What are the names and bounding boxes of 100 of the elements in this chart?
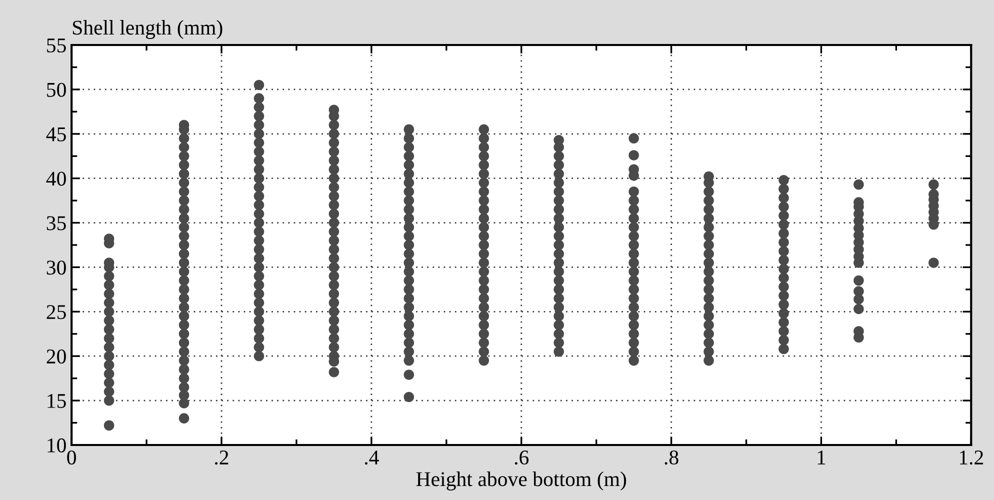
point bbox=[404, 284, 414, 295]
y-tick-label: 25 bbox=[46, 305, 66, 320]
point bbox=[404, 370, 414, 380]
x-tick-label: 1 bbox=[818, 450, 826, 464]
point bbox=[104, 420, 114, 431]
point bbox=[254, 280, 264, 290]
point bbox=[178, 320, 190, 330]
point bbox=[404, 302, 414, 312]
y-tick-label: 55 bbox=[47, 38, 66, 52]
point bbox=[704, 213, 714, 224]
point bbox=[404, 213, 414, 224]
point bbox=[404, 124, 414, 135]
point bbox=[404, 222, 414, 232]
point bbox=[704, 222, 714, 232]
point bbox=[478, 150, 490, 162]
point bbox=[554, 186, 564, 197]
x-tick-label: .8 bbox=[664, 450, 678, 465]
point bbox=[254, 253, 264, 264]
point bbox=[628, 284, 639, 295]
point bbox=[628, 133, 639, 144]
point bbox=[328, 280, 340, 290]
point bbox=[254, 200, 264, 210]
point bbox=[704, 195, 714, 206]
point bbox=[254, 262, 264, 272]
point bbox=[628, 213, 639, 224]
point bbox=[704, 302, 714, 312]
point bbox=[478, 266, 490, 277]
point bbox=[628, 355, 639, 366]
point bbox=[704, 240, 714, 250]
point bbox=[628, 293, 639, 304]
point bbox=[628, 195, 639, 206]
point bbox=[254, 155, 264, 166]
point bbox=[178, 346, 190, 357]
point bbox=[104, 378, 114, 388]
point bbox=[178, 275, 190, 286]
point bbox=[778, 174, 789, 186]
point bbox=[404, 275, 414, 286]
point bbox=[704, 248, 714, 260]
point bbox=[554, 222, 564, 232]
point bbox=[328, 342, 340, 352]
point bbox=[254, 244, 264, 255]
y-tick-label: 10 bbox=[48, 438, 66, 452]
point bbox=[178, 355, 190, 366]
point bbox=[178, 186, 190, 197]
point bbox=[328, 366, 340, 378]
point bbox=[178, 373, 190, 384]
point bbox=[178, 364, 190, 375]
point bbox=[778, 219, 789, 230]
point bbox=[328, 235, 340, 246]
point bbox=[554, 275, 564, 286]
point bbox=[328, 128, 340, 140]
point bbox=[404, 150, 414, 162]
point bbox=[178, 168, 190, 180]
point bbox=[478, 275, 490, 286]
point bbox=[478, 178, 490, 188]
point bbox=[554, 195, 564, 206]
point bbox=[628, 275, 639, 286]
point bbox=[328, 164, 340, 175]
point bbox=[404, 266, 414, 277]
point bbox=[554, 160, 564, 170]
point bbox=[778, 246, 789, 256]
point bbox=[328, 190, 340, 202]
point bbox=[254, 324, 264, 335]
point bbox=[178, 382, 190, 392]
point bbox=[628, 204, 639, 215]
point bbox=[778, 202, 789, 212]
point bbox=[404, 142, 414, 152]
point bbox=[254, 102, 264, 112]
point bbox=[554, 204, 564, 215]
point bbox=[178, 230, 190, 242]
point bbox=[778, 210, 789, 221]
point bbox=[854, 304, 864, 314]
point bbox=[328, 315, 340, 326]
point bbox=[554, 258, 564, 268]
point bbox=[178, 293, 190, 304]
point bbox=[478, 124, 490, 135]
point bbox=[778, 290, 789, 301]
point bbox=[778, 192, 789, 204]
point bbox=[478, 328, 490, 340]
point bbox=[778, 228, 789, 239]
point bbox=[254, 288, 264, 300]
x-axis-title: Height above bottom (m) bbox=[416, 472, 626, 490]
point bbox=[478, 346, 490, 357]
point bbox=[254, 93, 264, 104]
point bbox=[404, 133, 414, 144]
point bbox=[478, 213, 490, 224]
point bbox=[404, 355, 414, 366]
point bbox=[704, 266, 714, 277]
point bbox=[328, 253, 340, 264]
point bbox=[254, 315, 264, 326]
point bbox=[628, 186, 639, 197]
point bbox=[628, 240, 639, 250]
point bbox=[704, 310, 714, 322]
point bbox=[404, 338, 414, 348]
point bbox=[328, 218, 340, 228]
point bbox=[254, 270, 264, 282]
point bbox=[254, 110, 264, 122]
point bbox=[404, 230, 414, 242]
point bbox=[628, 338, 639, 348]
point bbox=[478, 338, 490, 348]
